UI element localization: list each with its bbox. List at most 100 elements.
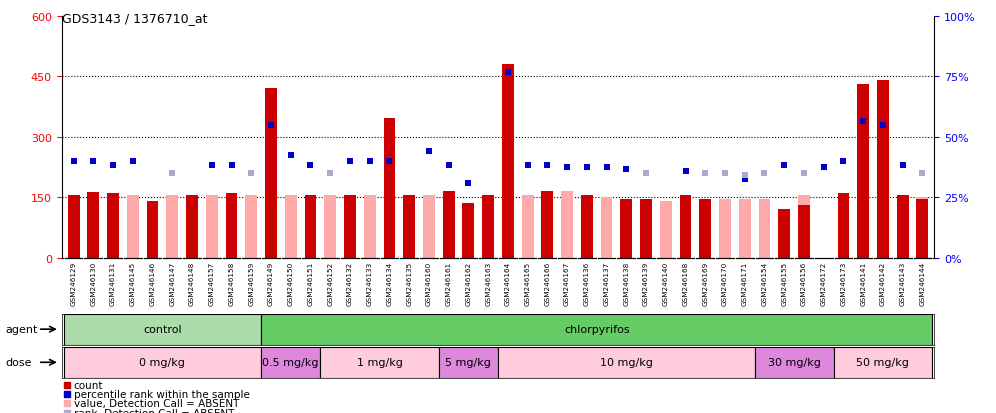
Bar	[916, 200, 928, 258]
Bar	[621, 200, 632, 258]
Bar	[261, 347, 321, 378]
Text: GSM246143: GSM246143	[899, 261, 905, 305]
Text: GSM246148: GSM246148	[189, 261, 195, 305]
Bar	[443, 192, 454, 258]
Point	[914, 170, 930, 177]
Point	[362, 158, 377, 165]
Text: GSM246133: GSM246133	[367, 261, 373, 305]
Bar	[146, 202, 158, 258]
Point	[86, 158, 102, 165]
Bar	[755, 347, 834, 378]
Point	[540, 162, 556, 169]
Bar	[498, 347, 755, 378]
Text: GSM246172: GSM246172	[821, 261, 827, 305]
Point	[66, 158, 82, 165]
Point	[894, 162, 910, 169]
Bar	[798, 196, 810, 258]
Point	[460, 180, 476, 187]
Point	[579, 164, 595, 171]
Point	[323, 170, 339, 177]
Text: GSM246135: GSM246135	[406, 261, 412, 305]
Point	[559, 164, 575, 171]
Text: GSM246164: GSM246164	[505, 261, 511, 305]
Text: GSM246157: GSM246157	[209, 261, 215, 305]
Point	[717, 170, 733, 177]
Bar	[502, 65, 514, 258]
Point	[381, 158, 397, 165]
Text: GSM246165: GSM246165	[525, 261, 531, 305]
Text: GSM246168: GSM246168	[682, 261, 688, 305]
Text: GSM246144: GSM246144	[919, 261, 925, 305]
Bar	[88, 192, 100, 258]
Text: dose: dose	[5, 357, 32, 368]
Point	[421, 148, 437, 155]
Text: GSM246150: GSM246150	[288, 261, 294, 305]
Point	[338, 140, 354, 147]
Text: GSM246145: GSM246145	[129, 261, 135, 305]
Bar	[896, 196, 908, 258]
Text: GSM246161: GSM246161	[445, 261, 451, 305]
Text: GSM246173: GSM246173	[841, 261, 847, 305]
Text: control: control	[143, 324, 181, 335]
Text: GSM246171: GSM246171	[742, 261, 748, 305]
Text: GSM246154: GSM246154	[762, 261, 768, 305]
Bar	[64, 347, 261, 378]
Point	[816, 164, 832, 171]
Text: GSM246138: GSM246138	[623, 261, 629, 305]
Bar	[462, 204, 474, 258]
Text: agent: agent	[5, 324, 38, 335]
Bar	[225, 194, 237, 258]
Bar	[858, 85, 870, 258]
Text: GSM246152: GSM246152	[328, 261, 334, 305]
Bar	[126, 196, 138, 258]
Text: GSM246170: GSM246170	[722, 261, 728, 305]
Point	[106, 162, 122, 169]
Bar	[383, 119, 395, 258]
Text: 1 mg/kg: 1 mg/kg	[357, 357, 402, 368]
Point	[440, 162, 456, 169]
Point	[164, 170, 180, 177]
Point	[500, 69, 516, 76]
Bar	[403, 196, 415, 258]
Point	[619, 166, 634, 173]
Bar	[522, 196, 534, 258]
Bar	[581, 196, 593, 258]
Text: percentile rank within the sample: percentile rank within the sample	[74, 389, 250, 399]
Bar	[916, 198, 928, 258]
Bar	[561, 192, 573, 258]
Bar	[640, 200, 652, 258]
Text: GSM246158: GSM246158	[228, 261, 234, 305]
Point	[737, 172, 753, 179]
Text: GSM246163: GSM246163	[485, 261, 491, 305]
Bar	[265, 89, 277, 258]
Text: GSM246159: GSM246159	[248, 261, 254, 305]
Text: GSM246167: GSM246167	[564, 261, 570, 305]
Point	[776, 162, 792, 169]
Bar	[739, 200, 751, 258]
Text: chlorpyrifos: chlorpyrifos	[564, 324, 629, 335]
Bar	[759, 200, 771, 258]
Text: GSM246136: GSM246136	[584, 261, 590, 305]
Point	[342, 158, 358, 165]
Text: GSM246137: GSM246137	[604, 261, 610, 305]
Text: GSM246149: GSM246149	[268, 261, 274, 305]
Point	[757, 170, 773, 177]
Text: GSM246141: GSM246141	[861, 261, 867, 305]
Bar	[68, 196, 80, 258]
Bar	[699, 200, 711, 258]
Text: GSM246162: GSM246162	[465, 261, 471, 305]
Text: 10 mg/kg: 10 mg/kg	[600, 357, 652, 368]
Text: 5 mg/kg: 5 mg/kg	[445, 357, 491, 368]
Point	[338, 306, 354, 313]
Bar	[305, 196, 317, 258]
Text: count: count	[74, 380, 104, 390]
Point	[677, 168, 693, 175]
Text: GSM246160: GSM246160	[426, 261, 432, 305]
Bar	[601, 198, 613, 258]
Point	[697, 170, 713, 177]
Text: GSM246147: GSM246147	[169, 261, 175, 305]
Bar	[186, 196, 198, 258]
Bar	[325, 196, 336, 258]
Point	[520, 162, 536, 169]
Point	[283, 152, 299, 159]
